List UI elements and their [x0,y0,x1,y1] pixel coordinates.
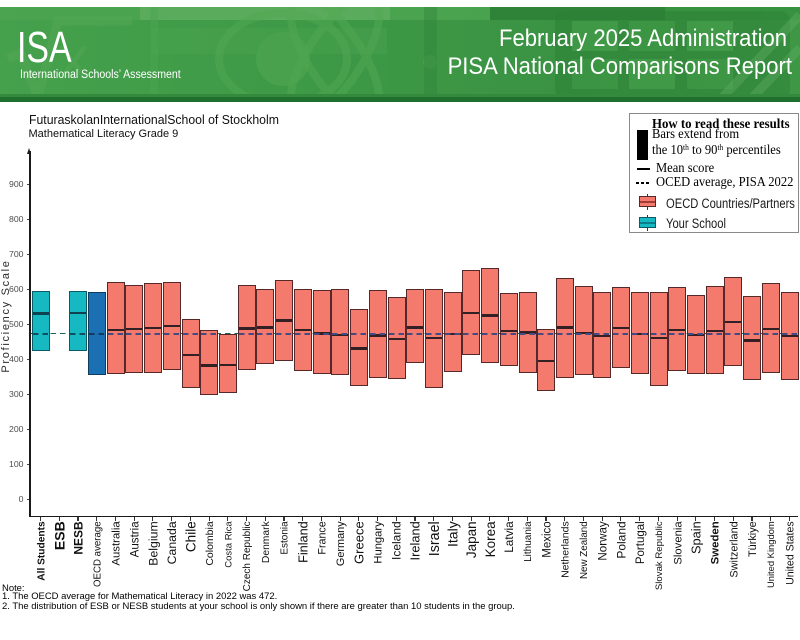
svg-text:Portugal: Portugal [635,521,647,564]
svg-text:NESB: NESB [72,521,86,555]
svg-text:Denmark: Denmark [261,520,272,563]
svg-text:Ireland: Ireland [408,521,423,560]
svg-text:Finland: Finland [296,521,310,563]
svg-text:Norway: Norway [597,521,610,561]
svg-text:Chile: Chile [183,521,198,552]
svg-text:Czech Republic: Czech Republic [242,521,253,591]
svg-text:Spain: Spain [689,521,704,554]
svg-text:Netherlands: Netherlands [560,521,572,578]
svg-text:Hungary: Hungary [373,521,385,564]
svg-text:All Students: All Students [36,521,47,581]
svg-text:France: France [316,521,328,554]
svg-text:United States: United States [784,521,796,585]
svg-text:Austria: Austria [129,521,142,558]
svg-text:Slovenia: Slovenia [672,521,684,565]
svg-text:Italy: Italy [445,521,461,547]
svg-text:x: x [58,24,89,93]
svg-text:Mexico: Mexico [541,521,553,557]
svg-text:OECD average: OECD average [92,521,103,587]
svg-text:Iceland: Iceland [390,521,404,560]
svg-text:Israel: Israel [427,521,443,556]
svg-text:Poland: Poland [614,521,628,558]
svg-text:Lithuania: Lithuania [523,521,534,562]
svg-text:Slovak Republic: Slovak Republic [654,521,665,590]
svg-text:Sweden: Sweden [710,521,722,564]
svg-text:United Kingdom: United Kingdom [765,521,776,588]
svg-text:Australia: Australia [111,521,123,566]
svg-text:Latvia: Latvia [502,521,516,553]
svg-text:New Zealand: New Zealand [579,521,590,579]
svg-text:ESB: ESB [52,521,68,550]
svg-text:Japan: Japan [464,521,479,558]
svg-text:Belgium: Belgium [147,521,161,565]
svg-text:Canada: Canada [165,521,179,564]
svg-text:Estonia: Estonia [280,521,291,555]
svg-text:Türkiye: Türkiye [747,521,759,557]
svg-text:Colombia: Colombia [204,521,216,566]
svg-text:Costa Rica: Costa Rica [223,521,234,568]
svg-text:Korea: Korea [483,521,498,558]
svg-text:Greece: Greece [352,521,367,564]
svg-text:Germany: Germany [335,521,347,566]
svg-text:Switzerland: Switzerland [728,521,740,577]
